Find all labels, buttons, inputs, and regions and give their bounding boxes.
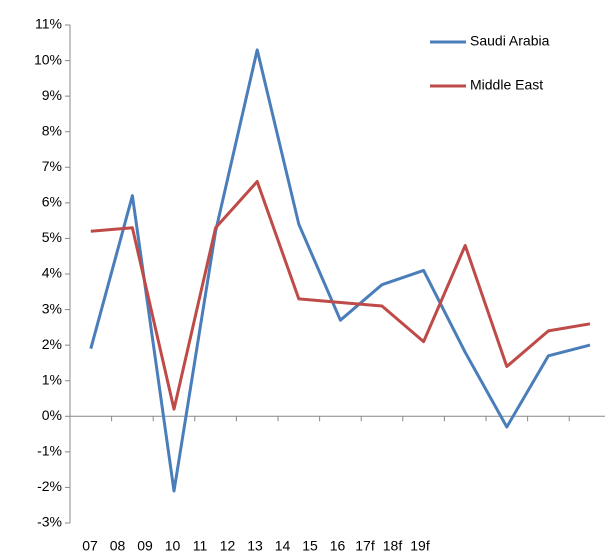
x-tick-label: 19f <box>410 538 430 554</box>
y-tick-label: 11% <box>35 16 62 32</box>
y-tick-label: 7% <box>42 158 62 174</box>
legend-label: Saudi Arabia <box>470 33 550 49</box>
x-tick-label: 16 <box>330 538 346 554</box>
x-tick-label: 14 <box>275 538 291 554</box>
y-tick-label: -2% <box>37 478 62 494</box>
y-tick-label: 10% <box>34 51 62 67</box>
y-tick-label: -1% <box>37 443 62 459</box>
x-tick-label: 18f <box>383 538 403 554</box>
x-tick-label: 09 <box>137 538 153 554</box>
x-tick-label: 10 <box>165 538 181 554</box>
y-tick-label: 3% <box>42 300 62 316</box>
series-line <box>90 180 591 411</box>
y-tick-label: 8% <box>42 122 62 138</box>
y-tick-label: 6% <box>42 194 62 210</box>
x-tick-label: 17f <box>355 538 375 554</box>
x-tick-label: 08 <box>110 538 126 554</box>
legend-label: Middle East <box>470 77 543 93</box>
x-tick-label: 13 <box>247 538 263 554</box>
series-line <box>89 48 591 493</box>
y-tick-label: 0% <box>42 407 62 423</box>
x-tick-label: 12 <box>220 538 236 554</box>
y-tick-label: 4% <box>42 265 62 281</box>
y-tick-label: 5% <box>42 229 62 245</box>
y-tick-label: -3% <box>37 514 62 530</box>
x-tick-label: 07 <box>82 538 98 554</box>
y-tick-label: 1% <box>42 371 62 387</box>
y-tick-label: 9% <box>42 87 62 103</box>
x-tick-label: 11 <box>193 538 208 554</box>
x-tick-label: 15 <box>302 538 318 554</box>
y-tick-label: 2% <box>42 336 62 352</box>
